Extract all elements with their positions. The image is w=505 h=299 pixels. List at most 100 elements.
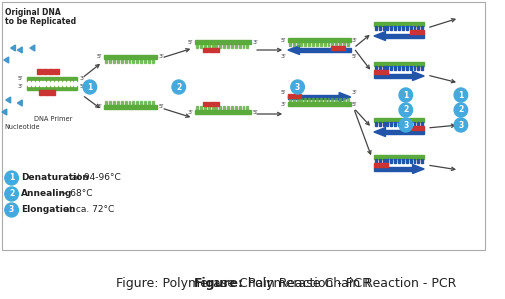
Bar [140, 101, 142, 105]
Bar [105, 105, 158, 109]
Bar [208, 106, 210, 110]
Bar [55, 81, 57, 86]
Text: 1: 1 [9, 173, 14, 182]
Bar [242, 44, 244, 48]
Bar [121, 59, 123, 63]
Polygon shape [4, 57, 9, 63]
Bar [394, 26, 396, 30]
Bar [335, 98, 337, 102]
Bar [109, 59, 111, 63]
Bar [293, 94, 296, 98]
Bar [296, 98, 298, 102]
Text: 5': 5' [351, 54, 358, 59]
Bar [406, 26, 408, 30]
Bar [300, 98, 302, 102]
Bar [231, 106, 233, 110]
Bar [293, 98, 295, 102]
Polygon shape [339, 92, 351, 101]
Bar [374, 70, 388, 74]
Text: 5': 5' [280, 37, 286, 42]
Text: 3': 3' [96, 104, 103, 109]
Bar [288, 102, 351, 106]
Bar [48, 69, 53, 74]
Bar [414, 122, 416, 126]
Bar [386, 159, 388, 163]
Text: 1: 1 [458, 91, 464, 100]
Bar [239, 106, 240, 110]
Bar [152, 101, 154, 105]
Bar [398, 122, 400, 126]
Bar [200, 106, 202, 110]
Bar [117, 101, 119, 105]
Polygon shape [17, 100, 22, 106]
Text: 3: 3 [295, 83, 300, 91]
Circle shape [399, 118, 413, 132]
Text: 3': 3' [17, 85, 23, 89]
Bar [242, 106, 244, 110]
Text: 3: 3 [458, 120, 464, 129]
Bar [216, 44, 217, 48]
Bar [406, 122, 408, 126]
Text: at 94-96°C: at 94-96°C [69, 173, 121, 182]
Bar [27, 77, 77, 81]
Bar [125, 59, 127, 63]
Bar [212, 106, 214, 110]
Bar [418, 122, 419, 126]
Bar [375, 159, 377, 163]
Bar [136, 59, 138, 63]
Bar [297, 94, 301, 98]
Text: 5': 5' [187, 39, 193, 45]
Bar [331, 98, 333, 102]
Bar [289, 42, 291, 46]
Bar [402, 159, 404, 163]
Bar [212, 44, 214, 48]
Bar [200, 44, 202, 48]
Bar [196, 106, 198, 110]
Bar [106, 101, 107, 105]
Bar [117, 59, 119, 63]
Bar [132, 101, 134, 105]
Bar [343, 42, 345, 46]
Bar [219, 44, 221, 48]
Bar [223, 106, 225, 110]
Bar [374, 155, 424, 159]
Bar [36, 81, 38, 86]
Text: Original DNA: Original DNA [5, 8, 61, 17]
Bar [374, 167, 413, 171]
Bar [402, 26, 404, 30]
Bar [223, 44, 225, 48]
Bar [421, 159, 423, 163]
Text: to be Replicated: to be Replicated [5, 17, 76, 26]
Circle shape [172, 80, 185, 94]
Circle shape [399, 88, 413, 102]
Bar [105, 55, 158, 59]
Circle shape [454, 118, 468, 132]
Bar [203, 48, 208, 52]
Bar [406, 66, 408, 70]
Bar [132, 59, 134, 63]
Bar [394, 66, 396, 70]
Bar [324, 98, 326, 102]
Bar [51, 81, 53, 86]
Text: 3': 3' [252, 39, 258, 45]
Bar [42, 69, 47, 74]
Bar [204, 44, 206, 48]
Circle shape [83, 80, 96, 94]
Bar [128, 101, 130, 105]
Text: 3': 3' [351, 89, 358, 94]
Bar [410, 122, 412, 126]
Bar [406, 159, 408, 163]
Text: 3': 3' [79, 76, 85, 80]
Bar [144, 101, 146, 105]
Text: Annealing: Annealing [21, 190, 73, 199]
Text: 5': 5' [18, 76, 23, 80]
Bar [379, 66, 381, 70]
Text: 5': 5' [159, 104, 164, 109]
Bar [341, 46, 345, 50]
Bar [418, 159, 419, 163]
Circle shape [454, 88, 468, 102]
Bar [383, 122, 384, 126]
Bar [140, 59, 142, 63]
Bar [331, 46, 335, 50]
Bar [410, 126, 424, 130]
